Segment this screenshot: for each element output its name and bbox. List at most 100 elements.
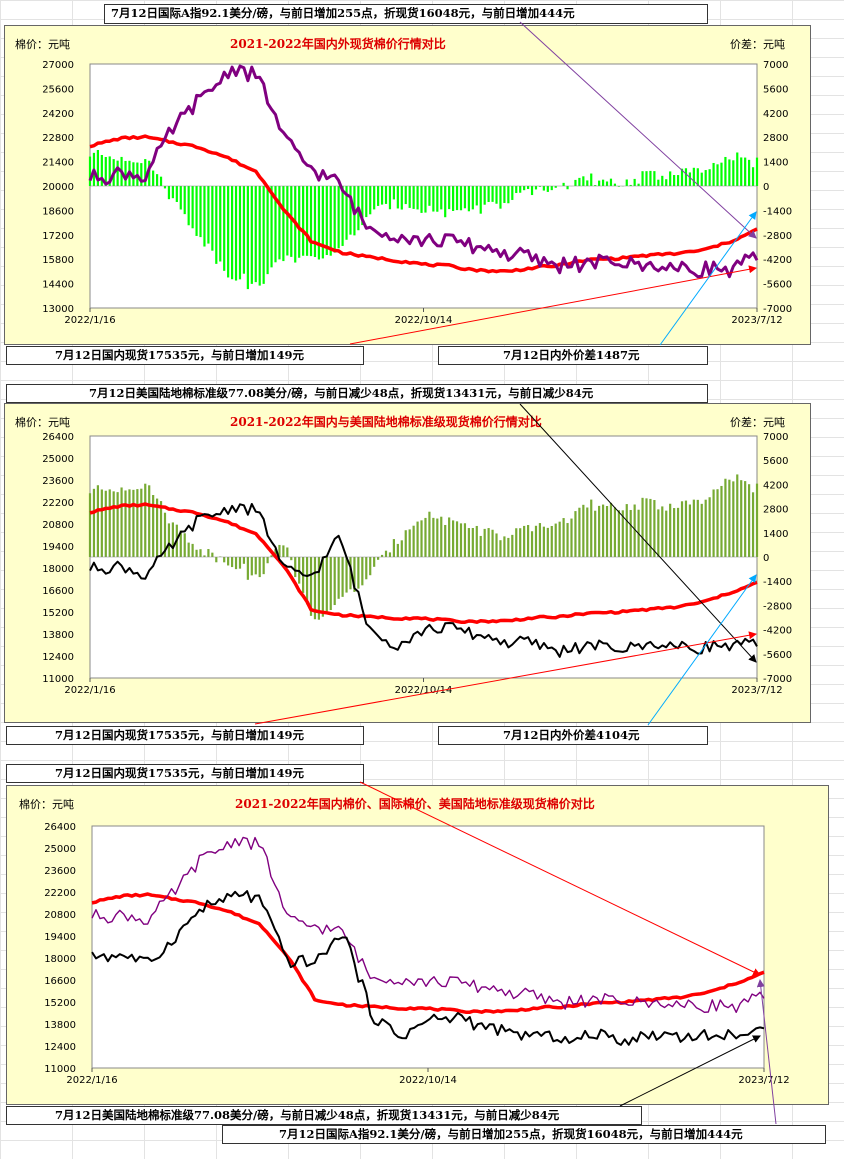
spread-bar xyxy=(503,186,506,203)
spread-bar xyxy=(605,506,609,557)
spread-bar xyxy=(673,175,676,186)
spread-bar xyxy=(116,492,119,557)
spread-bar xyxy=(558,521,561,557)
spread-bar xyxy=(471,186,474,210)
spread-bar xyxy=(645,498,648,557)
spread-bar xyxy=(337,186,340,249)
spread-bar xyxy=(736,474,739,557)
spread-bar xyxy=(392,186,395,200)
spread-bar xyxy=(373,557,376,567)
y-tick-label: 17200 xyxy=(42,231,74,242)
spread-bar xyxy=(550,186,553,191)
spread-bar xyxy=(479,186,482,214)
note-domestic-spot: 7月12日国内现货17535元，与前日增加149元 xyxy=(6,346,364,365)
spread-bar xyxy=(278,544,281,557)
spread-bar xyxy=(436,518,439,557)
spread-bar xyxy=(704,499,707,557)
spread-bar xyxy=(246,186,249,290)
note-spread: 7月12日内外价差4104元 xyxy=(438,726,708,745)
x-tick-label: 2022/1/16 xyxy=(64,315,115,326)
spread-bar xyxy=(384,186,388,204)
spread-bar xyxy=(317,557,321,620)
spread-bar xyxy=(716,164,719,186)
y2-tick-label: 1400 xyxy=(763,529,788,540)
spread-bar xyxy=(321,186,324,259)
note-us-upland: 7月12日美国陆地棉标准级77.08美分/磅，与前日减少48点，折现货13431… xyxy=(6,384,708,403)
chart-title: 2021-2022年国内外现货棉价行情对比 xyxy=(230,37,446,51)
spread-bar xyxy=(207,186,210,244)
spread-bar xyxy=(700,172,703,186)
spread-bar xyxy=(199,186,202,238)
spread-bar xyxy=(254,557,257,575)
spread-bar xyxy=(92,488,96,557)
spread-bar xyxy=(250,186,253,284)
spread-bar xyxy=(388,552,392,557)
spread-bar xyxy=(432,186,435,212)
chart-panel-3[interactable]: 棉价：元吨 2021-2022年国内棉价、国际棉价、美国陆地标准级现货棉价对比 … xyxy=(6,785,829,1105)
spread-bar xyxy=(404,186,407,205)
y2-tick-label: 4200 xyxy=(763,109,788,120)
spread-bar xyxy=(104,490,107,557)
y2-tick-label: -4200 xyxy=(763,626,792,637)
spread-bar xyxy=(152,170,155,186)
spread-bar xyxy=(171,522,174,557)
spread-bar xyxy=(665,510,668,557)
spread-bar xyxy=(554,186,557,188)
spread-bar xyxy=(286,186,289,256)
spread-bar xyxy=(191,543,194,557)
y-axis-label-left: 棉价：元吨 xyxy=(15,416,70,429)
spread-bar xyxy=(637,509,640,557)
spread-bar xyxy=(554,523,557,557)
spread-bar xyxy=(483,186,486,205)
spread-bar xyxy=(96,485,99,557)
spread-bar xyxy=(748,484,751,557)
y-tick-label: 12400 xyxy=(42,652,74,663)
spread-bar xyxy=(325,186,328,256)
spread-bar xyxy=(345,557,348,593)
spread-bar xyxy=(586,507,589,557)
spread-bar xyxy=(582,504,585,557)
spread-bar xyxy=(424,186,427,213)
y-tick-label: 15800 xyxy=(42,255,74,266)
spread-bar xyxy=(483,528,486,557)
spread-bar xyxy=(601,504,605,557)
spread-bar xyxy=(700,503,703,557)
spread-bar xyxy=(388,186,392,210)
spread-bar xyxy=(546,527,549,557)
spread-bar xyxy=(748,159,751,186)
spread-bar xyxy=(530,186,534,196)
spread-bar xyxy=(420,520,423,557)
spread-bar xyxy=(684,168,688,186)
spread-bar xyxy=(384,550,388,557)
spread-bar xyxy=(633,504,636,557)
spread-bar xyxy=(357,557,360,589)
spread-bar xyxy=(428,186,431,206)
chart-panel-1[interactable]: 棉价：元吨 2021-2022年国内外现货棉价行情对比 价差：元吨 27000 2… xyxy=(4,25,811,345)
y-tick-label: 23600 xyxy=(44,866,76,877)
spread-bar xyxy=(155,174,159,186)
spread-bar xyxy=(313,186,317,258)
spread-bar xyxy=(238,186,242,280)
spread-bar xyxy=(708,169,711,186)
spread-bar xyxy=(349,186,352,235)
spread-bar xyxy=(562,518,565,557)
spread-bar xyxy=(523,525,526,557)
spread-bar xyxy=(305,186,309,256)
spread-bar xyxy=(452,520,455,557)
spread-bar xyxy=(183,533,186,557)
spread-bar xyxy=(341,557,344,597)
spread-bar xyxy=(140,163,143,186)
chart-panel-2[interactable]: 棉价：元吨 2021-2022年国内与美国陆地棉标准级现货棉价行情对比 价差：元… xyxy=(4,403,811,723)
spread-bar xyxy=(148,160,151,186)
spread-bar xyxy=(203,186,206,247)
spread-bar xyxy=(732,481,735,557)
spread-bar xyxy=(586,180,589,186)
spread-bar xyxy=(258,186,261,286)
spread-bar xyxy=(416,186,419,210)
spread-bar xyxy=(519,528,522,557)
y-tick-label: 18600 xyxy=(42,206,74,217)
spread-bar xyxy=(475,525,478,557)
spread-bar xyxy=(712,489,715,557)
spread-bar xyxy=(613,507,617,557)
y2-tick-label: -4200 xyxy=(763,255,792,266)
